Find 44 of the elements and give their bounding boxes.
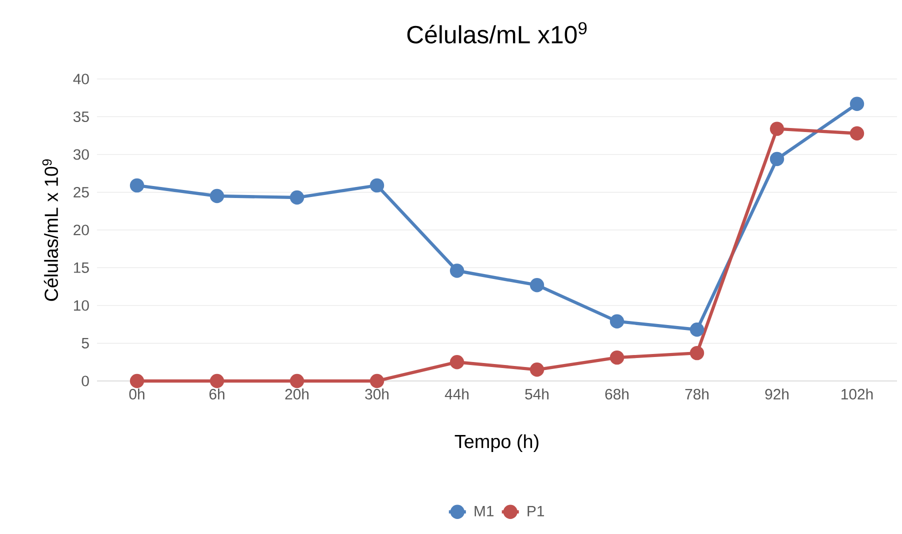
point: [210, 188, 224, 204]
point: [130, 374, 144, 388]
point: [770, 122, 784, 136]
y-tick-label: 35: [73, 111, 89, 122]
point: [450, 355, 464, 370]
point: [770, 152, 784, 166]
point: [610, 350, 624, 365]
x-tick-label: 0h: [129, 388, 144, 400]
legend-label: P1: [528, 506, 544, 516]
y-tick-label: 10: [74, 300, 89, 311]
point: [130, 178, 144, 193]
point: [610, 314, 624, 328]
point: [690, 322, 704, 337]
x-axis-title: Tempo (h): [454, 434, 538, 452]
chart-title: Células/mL x10$^{9}$: [407, 22, 587, 44]
point: [290, 190, 304, 205]
y-tick-label: 30: [73, 149, 89, 160]
y-axis-title: Células/mL x 10$^{9}$: [42, 159, 58, 301]
x-tick-label: 20h: [285, 388, 309, 400]
x-tick-label: 78h: [685, 388, 708, 400]
point: [370, 178, 384, 193]
y-tick-label: 15: [74, 262, 89, 273]
x-tick-label: 30h: [365, 388, 389, 400]
point: [850, 96, 864, 111]
x-tick-label: 92h: [765, 388, 788, 400]
legend-label: M1: [474, 506, 494, 516]
point: [370, 374, 384, 388]
y-tick-label: 20: [74, 224, 89, 236]
x-tick-label: 68h: [605, 388, 628, 400]
x-tick-label: 54h: [525, 388, 548, 400]
x-tick-label: 102h: [842, 388, 873, 400]
x-tick-label: 44h: [444, 388, 468, 400]
point: [290, 374, 304, 388]
point: [530, 278, 544, 292]
point: [530, 362, 544, 377]
point: [850, 126, 864, 140]
y-tick-label: 5: [82, 338, 89, 348]
y-tick-label: 40: [73, 74, 89, 84]
point: [210, 374, 224, 388]
point: [690, 346, 704, 360]
x-tick-label: 6h: [209, 388, 224, 400]
point: [450, 264, 464, 278]
y-tick-label: 25: [74, 186, 89, 198]
y-tick-label: 0: [82, 376, 89, 386]
